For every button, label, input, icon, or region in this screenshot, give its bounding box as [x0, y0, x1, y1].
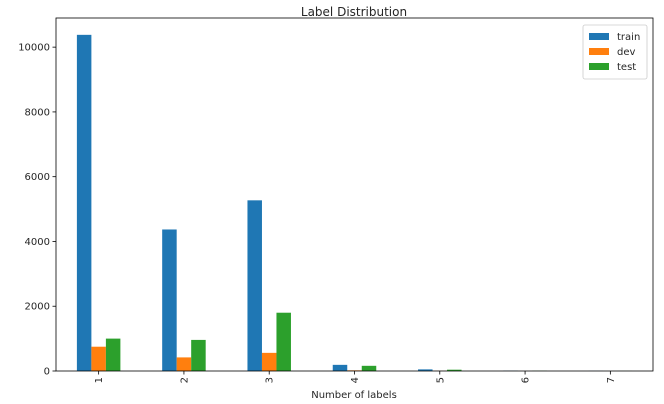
bar-train-3	[247, 200, 262, 371]
plot-area	[76, 34, 633, 372]
y-tick-label: 8000	[25, 107, 50, 118]
y-tick-label: 10000	[18, 43, 50, 54]
bar-test-3	[276, 312, 291, 371]
legend-swatch-train	[589, 33, 609, 40]
x-tick-label: 3	[265, 377, 276, 383]
legend-label-test: test	[617, 62, 636, 73]
y-tick-label: 6000	[25, 172, 50, 183]
bar-train-5	[418, 369, 433, 371]
legend-label-train: train	[617, 32, 640, 43]
x-tick-label: 5	[435, 377, 446, 383]
legend-swatch-test	[589, 63, 609, 70]
bar-train-4	[332, 364, 348, 371]
x-axis-title: Number of labels	[311, 390, 397, 401]
x-tick-label: 7	[606, 377, 617, 383]
legend: train dev test	[582, 24, 648, 80]
bar-dev-2	[176, 357, 192, 371]
bar-test-2	[191, 339, 206, 371]
bar-dev-3	[261, 352, 277, 371]
y-tick-label: 0	[44, 367, 50, 378]
bar-test-5	[447, 369, 462, 371]
bar-test-4	[361, 365, 377, 371]
x-axis: 1 2 3 4 5 6 7	[94, 371, 617, 383]
y-axis: 0 2000 4000 6000 8000 10000	[18, 43, 56, 378]
x-tick-label: 4	[350, 377, 361, 383]
legend-label-dev: dev	[617, 47, 636, 58]
y-tick-label: 4000	[25, 237, 50, 248]
chart-title: Label Distribution	[301, 5, 407, 19]
bar-test-1	[105, 338, 121, 371]
x-tick-label: 1	[94, 377, 105, 383]
bar-dev-1	[91, 346, 106, 371]
plot-frame	[55, 17, 654, 372]
x-tick-label: 2	[179, 377, 190, 383]
legend-swatch-dev	[589, 48, 609, 55]
bar-train-2	[162, 229, 177, 371]
y-tick-label: 2000	[25, 302, 50, 313]
x-tick-label: 6	[521, 377, 532, 383]
bar-train-1	[76, 34, 92, 372]
